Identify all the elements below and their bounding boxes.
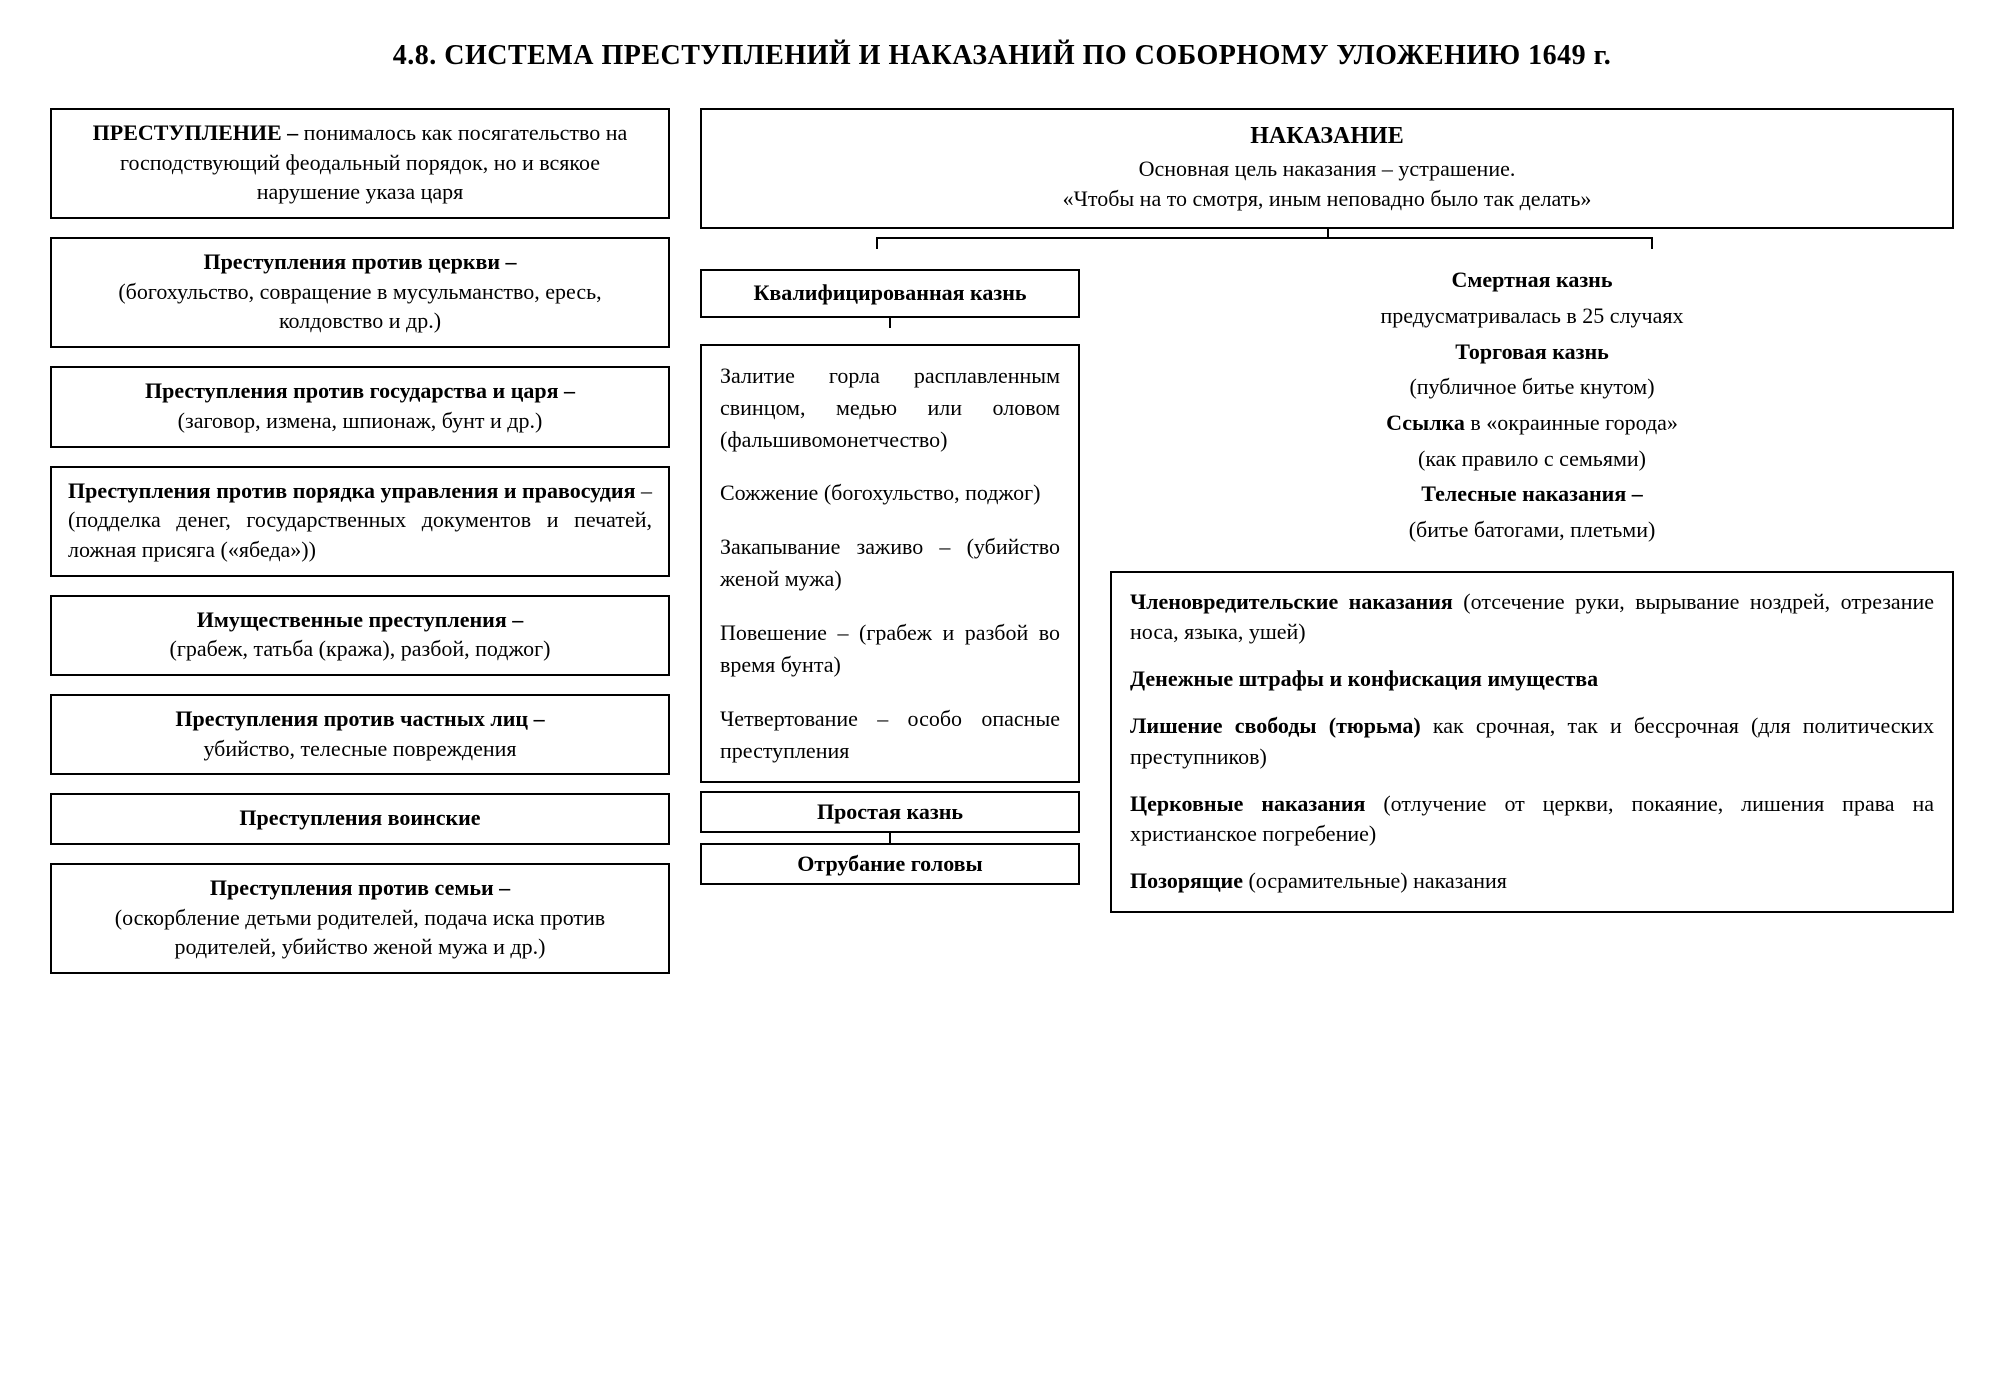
crime-state-box: Преступления против государства и царя –… <box>50 366 670 447</box>
crime-item-rest: (заговор, измена, шпионаж, бунт и др.) <box>178 408 543 433</box>
punishment-line1: Основная цель наказания – устрашение. <box>722 154 1932 185</box>
method-lead: Закапывание заживо <box>720 534 923 559</box>
ptype-lead: Ссылка <box>1386 410 1465 435</box>
punishment-header: НАКАЗАНИЕ <box>722 120 1932 154</box>
pmid-lead: Церковные наказания <box>1130 791 1365 816</box>
crime-property-box: Имущественные преступления – (грабеж, та… <box>50 595 670 676</box>
method-lead: Повешение <box>720 620 827 645</box>
punishment-line2: «Чтобы на то смотря, иным неповадно было… <box>722 184 1932 215</box>
crime-item-lead: Преступления против государства и царя – <box>145 378 575 403</box>
crime-family-box: Преступления против семьи – (оскорбление… <box>50 863 670 974</box>
ptype-lead: Смертная казнь <box>1452 267 1613 292</box>
ptype-rest2: (как правило с семьями) <box>1418 446 1646 471</box>
pmid-lead: Лишение свободы (тюрьма) <box>1130 713 1421 738</box>
crime-definition-box: ПРЕСТУПЛЕНИЕ – понималось как посягатель… <box>50 108 670 219</box>
method-lead: Четвертование <box>720 706 858 731</box>
punishment-types-top: Смертная казнь предусматривалась в 25 сл… <box>1110 265 1954 551</box>
connector-tree <box>700 229 1954 249</box>
method-lead: Сожжение <box>720 480 818 505</box>
pmid-lead: Членовредительские наказания <box>1130 589 1453 614</box>
crime-item-rest: (грабеж, татьба (кража), разбой, поджог) <box>170 636 551 661</box>
ptype-rest: (публичное битье кнутом) <box>1409 374 1654 399</box>
method-rest: (богохульство, поджог) <box>818 480 1040 505</box>
crime-church-box: Преступления против церкви – (богохульст… <box>50 237 670 348</box>
crime-private-box: Преступления против частных лиц – убийст… <box>50 694 670 775</box>
crime-item-lead: Имущественные преступления – <box>197 607 523 632</box>
right-column: НАКАЗАНИЕ Основная цель наказания – устр… <box>700 108 1954 913</box>
crime-item-rest: (оскорбление детьми родителей, подача ис… <box>115 905 605 960</box>
crime-item-lead: Преступления против семьи – <box>210 875 510 900</box>
punishment-top-box: НАКАЗАНИЕ Основная цель наказания – устр… <box>700 108 1954 229</box>
columns-wrap: ПРЕСТУПЛЕНИЕ – понималось как посягатель… <box>50 108 1954 974</box>
execution-methods-box: Залитие горла расплавленным свинцом, мед… <box>700 344 1080 783</box>
ptype-rest-inline: в «окраинные города» <box>1465 410 1678 435</box>
crime-military-box: Преступления воинские <box>50 793 670 845</box>
crime-item-lead: Преступления против церкви – <box>203 249 516 274</box>
ptype-lead: Телесные наказания – <box>1421 481 1642 506</box>
connector <box>889 833 891 843</box>
beheading-box: Отрубание головы <box>700 843 1080 885</box>
crime-item-lead: Преступления против частных лиц – <box>175 706 544 731</box>
crime-item-lead: Преступления против порядка управления и… <box>68 478 635 503</box>
method-lead: Залитие горла расплавленным свинцом, мед… <box>720 363 1060 420</box>
ptype-rest: предусматривалась в 25 случаях <box>1380 303 1683 328</box>
crime-def-lead: ПРЕСТУПЛЕНИЕ – <box>93 120 299 145</box>
crime-item-lead: Преступления воинские <box>239 805 480 830</box>
pmid-rest: (осрамительные) наказания <box>1243 868 1507 893</box>
right-lower-wrap: Квалифицированная казнь Залитие горла ра… <box>700 255 1954 913</box>
crime-item-rest: (богохульство, совращение в мусульманств… <box>118 279 601 334</box>
method-rest: (фальшивомонетчество) <box>720 427 947 452</box>
crime-item-rest: убийство, телесные повреждения <box>203 736 516 761</box>
pmid-lead: Позорящие <box>1130 868 1243 893</box>
punishment-types-mid-box: Членовредительские наказания (отсечение … <box>1110 571 1954 913</box>
ptype-lead: Торговая казнь <box>1455 339 1609 364</box>
page-title: 4.8. СИСТЕМА ПРЕСТУПЛЕНИЙ И НАКАЗАНИЙ ПО… <box>50 40 1954 72</box>
ptype-rest: (битье батогами, плетьми) <box>1409 517 1656 542</box>
pmid-lead: Денежные штрафы и конфискация имущества <box>1130 666 1598 691</box>
simple-execution-box: Простая казнь <box>700 791 1080 833</box>
mid-column: Квалифицированная казнь Залитие горла ра… <box>700 255 1080 885</box>
far-right-column: Смертная казнь предусматривалась в 25 сл… <box>1110 255 1954 913</box>
qualified-execution-box: Квалифицированная казнь <box>700 269 1080 318</box>
left-column: ПРЕСТУПЛЕНИЕ – понималось как посягатель… <box>50 108 670 974</box>
connector <box>889 318 891 328</box>
crime-governance-box: Преступления против порядка управления и… <box>50 466 670 577</box>
